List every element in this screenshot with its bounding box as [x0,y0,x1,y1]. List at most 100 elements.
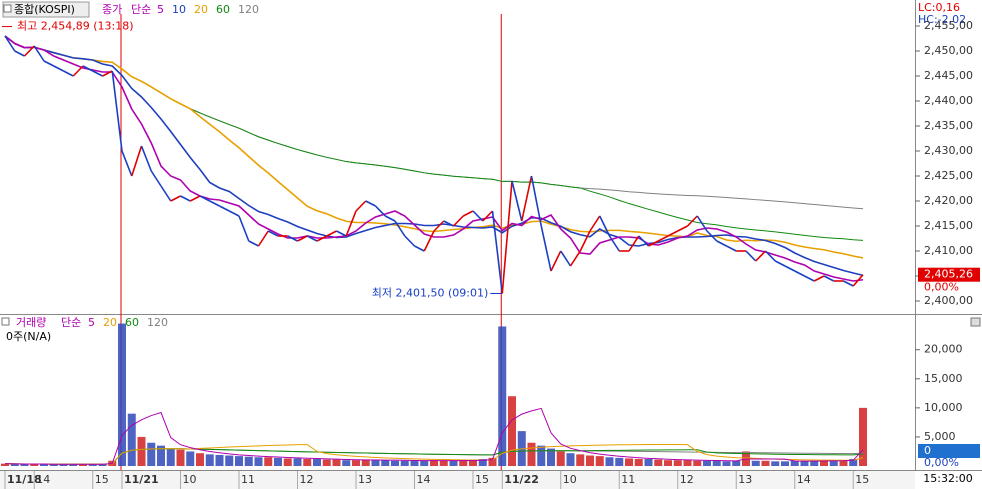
legend-period: 20 [103,316,117,329]
volume-bar [829,460,838,466]
volume-bar [839,460,848,466]
volume-bar [352,460,360,466]
moving-average [4,407,864,465]
x-tick-label: 10 [563,473,577,486]
current-price: 2,405,26 [924,268,973,281]
price-segment [365,200,376,207]
price-segment [326,230,337,237]
volume-bar [283,458,292,466]
volume-bar [274,457,282,466]
price-segment [852,274,864,287]
volume-bar [430,460,438,466]
price-segment [355,200,367,212]
volume-bar [10,463,19,466]
price-segment [4,35,16,52]
y-tick-label: 5,000 [924,430,956,443]
volume-bar [400,460,409,466]
volume-bar [556,451,565,466]
price-segment [414,245,425,252]
price-segment [443,220,454,227]
price-segment [23,45,35,57]
volume-bar [498,326,507,466]
price-segment [374,205,386,217]
current-volume: 0 [924,444,931,457]
price-segment [248,240,259,247]
x-tick-label: 15 [855,473,869,486]
x-tick-label: 15 [475,473,489,486]
price-segment [696,215,708,232]
volume-bar [761,460,770,466]
volume-bar [69,464,78,466]
volume-bar [469,460,477,466]
x-tick-label: 11/21 [124,473,159,486]
volume-bar [790,460,799,466]
indicator: 거래량 [16,316,46,329]
price-segment [316,235,328,242]
volume-bar [683,460,692,466]
price-segment [336,230,347,237]
x-axis-band [0,471,915,489]
price-segment [228,210,240,217]
price-segment [628,235,640,252]
price-segment [297,235,308,242]
current-change: 0,00% [924,281,959,294]
price-segment [180,195,191,202]
volume-bar [693,460,702,466]
price-segment [53,65,64,72]
price-segment [784,265,796,272]
volume-bar [118,323,126,466]
price-segment [433,220,445,232]
current-volume-box [918,444,980,458]
volume-bar [322,459,331,466]
y-tick-label: 2,440,00 [924,94,973,107]
price-segment [140,145,152,172]
x-tick-label: 11 [241,473,255,486]
price-segment [511,180,523,222]
price-segment [14,50,25,57]
y-tick-label: 15,000 [924,372,963,385]
volume-bar [527,442,536,466]
y-tick-label: 2,415,00 [924,219,973,232]
x-tick-label: 11/22 [504,473,539,486]
price-segment [63,70,74,77]
volume-bar [508,396,516,466]
price-segment [423,230,435,252]
price-segment [501,180,513,294]
price-segment [823,275,835,282]
price-segment [111,70,123,152]
volume-bar [751,460,760,466]
price-segment [560,250,572,267]
volume-bar [478,459,487,466]
x-tick-label: 11 [621,473,635,486]
price-segment [452,215,464,227]
volume-bar [664,460,672,466]
x-tick-label: 10 [183,473,197,486]
price-segment [716,240,727,247]
clock: 15:32:00 [923,472,972,485]
price-segment [648,240,659,247]
price-segment [345,210,357,237]
volume-bar [547,448,555,466]
price-segment [706,230,718,242]
volume-bar [381,460,390,466]
price-segment [170,195,181,202]
volume-bar [342,460,351,466]
volume-bar [625,458,633,466]
volume-bar [293,458,302,466]
volume-bar [703,460,711,466]
volume-bar [244,456,253,466]
volume-bar [20,464,29,466]
y-tick-label: 2,455,00 [924,19,973,32]
volume-bar [644,459,653,466]
price-segment [530,175,543,227]
price-segment [219,205,230,212]
volume-bar [615,457,624,466]
legend-period: 60 [125,316,139,329]
close-button[interactable] [970,317,981,327]
legend-period: 10 [172,3,186,16]
volume-bar [820,460,828,466]
y-tick-label: 2,435,00 [924,119,973,132]
volume-bar [810,460,819,466]
volume-bar [849,459,858,466]
volume-bar [98,464,107,466]
